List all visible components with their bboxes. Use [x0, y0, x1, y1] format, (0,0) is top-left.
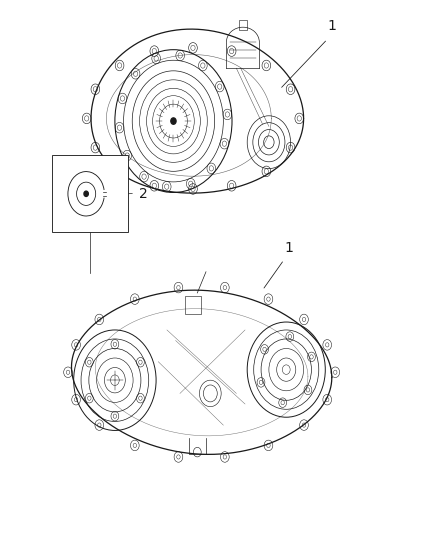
Bar	[52, 156, 128, 232]
Text: 2: 2	[139, 187, 148, 200]
Circle shape	[84, 191, 88, 197]
Circle shape	[171, 118, 176, 124]
Bar	[239, 20, 247, 30]
Text: 1: 1	[284, 241, 293, 255]
Bar	[185, 296, 201, 314]
Text: 1: 1	[327, 19, 336, 33]
